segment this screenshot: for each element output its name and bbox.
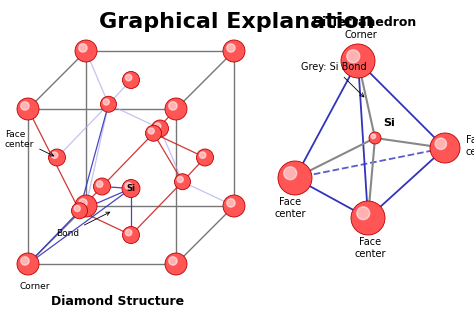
Circle shape [75, 40, 97, 62]
Text: Si: Si [383, 118, 395, 128]
Circle shape [126, 230, 132, 236]
Circle shape [122, 227, 139, 244]
Circle shape [223, 40, 245, 62]
Circle shape [165, 98, 187, 120]
Text: Corner: Corner [20, 282, 51, 291]
Circle shape [169, 102, 177, 110]
Circle shape [17, 98, 39, 120]
Circle shape [48, 149, 65, 166]
Circle shape [177, 176, 183, 183]
Circle shape [74, 205, 80, 212]
Circle shape [146, 125, 162, 141]
Circle shape [148, 128, 155, 134]
Text: Si: Si [127, 184, 136, 193]
Circle shape [75, 195, 97, 217]
Circle shape [347, 50, 360, 63]
Text: Face
center: Face center [466, 135, 474, 157]
Circle shape [369, 132, 381, 144]
Circle shape [197, 149, 213, 166]
Circle shape [174, 174, 191, 190]
Circle shape [21, 102, 29, 110]
Circle shape [125, 183, 132, 189]
Circle shape [72, 203, 88, 219]
Circle shape [227, 44, 235, 52]
Circle shape [51, 152, 58, 158]
Circle shape [169, 257, 177, 265]
Circle shape [284, 167, 297, 180]
Circle shape [126, 74, 132, 81]
Circle shape [122, 71, 139, 88]
Circle shape [357, 207, 370, 220]
Text: Grey: Si Bond: Grey: Si Bond [301, 63, 367, 97]
Text: Face
center: Face center [5, 130, 54, 156]
Circle shape [341, 44, 375, 78]
Circle shape [17, 253, 39, 275]
Circle shape [155, 123, 161, 129]
Circle shape [165, 253, 187, 275]
Circle shape [79, 199, 87, 207]
Circle shape [96, 181, 103, 187]
Circle shape [435, 138, 447, 150]
Circle shape [79, 44, 87, 52]
Text: Graphical Explanation: Graphical Explanation [99, 12, 375, 32]
Circle shape [100, 96, 117, 112]
Text: Si Tetrahedron: Si Tetrahedron [313, 16, 417, 29]
Circle shape [21, 257, 29, 265]
Circle shape [223, 195, 245, 217]
Text: Face
center: Face center [274, 197, 306, 219]
Circle shape [152, 120, 168, 137]
Circle shape [278, 161, 312, 195]
Circle shape [103, 99, 109, 105]
Text: Bond: Bond [56, 212, 109, 238]
Text: Corner: Corner [345, 30, 377, 40]
Text: Diamond Structure: Diamond Structure [52, 295, 184, 308]
Circle shape [93, 178, 110, 195]
Circle shape [122, 180, 140, 198]
Circle shape [351, 201, 385, 235]
Circle shape [200, 152, 206, 158]
Circle shape [227, 199, 235, 207]
Circle shape [430, 133, 460, 163]
Circle shape [371, 134, 375, 139]
Text: Face
center: Face center [354, 237, 386, 259]
